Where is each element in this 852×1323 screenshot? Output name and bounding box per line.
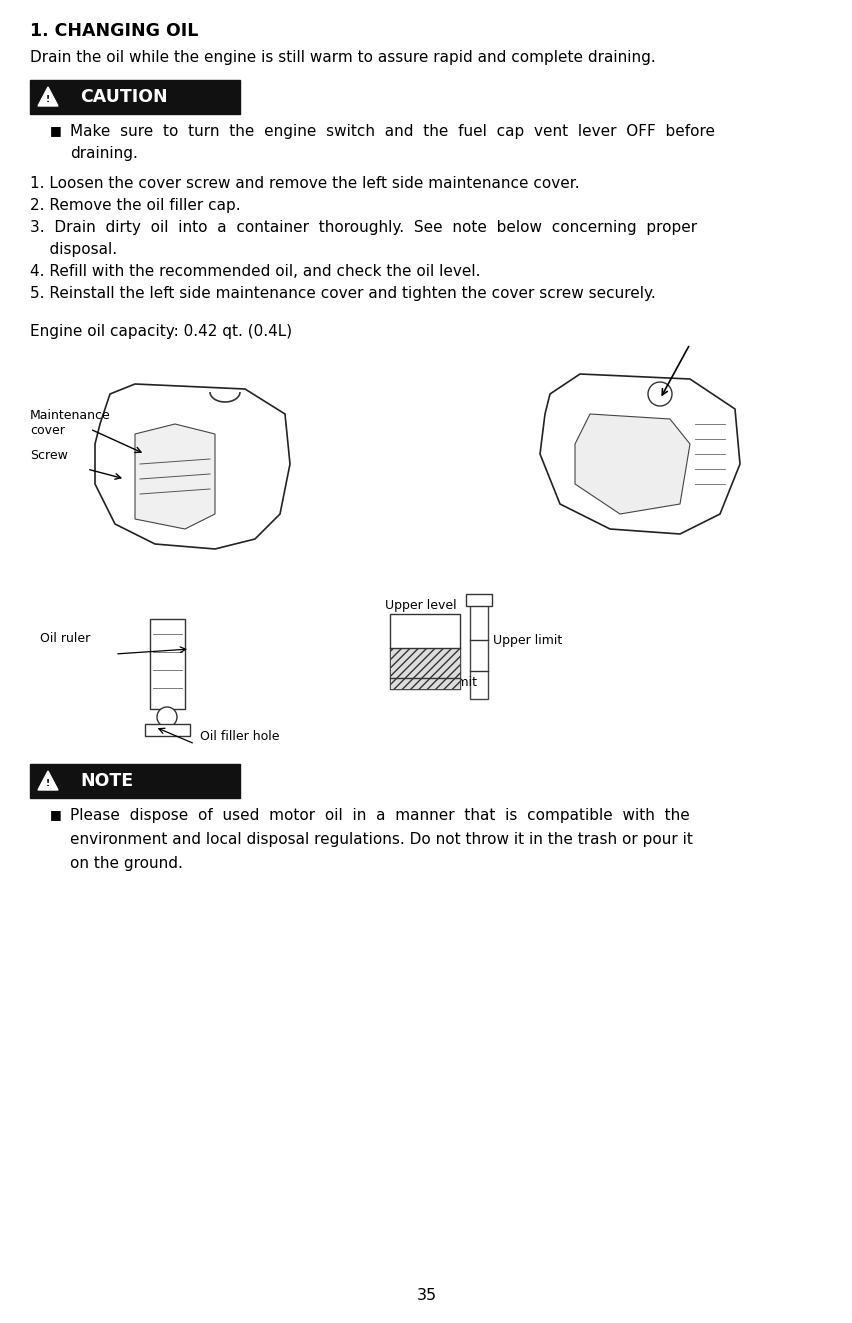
Text: Drain the oil while the engine is still warm to assure rapid and complete draini: Drain the oil while the engine is still …	[30, 50, 655, 65]
Text: NOTE: NOTE	[80, 773, 133, 790]
Bar	[30, 79, 239, 114]
Text: Maintenance
cover: Maintenance cover	[30, 409, 111, 437]
Circle shape	[648, 382, 671, 406]
Text: Please  dispose  of  used  motor  oil  in  a  manner  that  is  compatible  with: Please dispose of used motor oil in a ma…	[70, 808, 689, 823]
Polygon shape	[38, 771, 58, 790]
Circle shape	[157, 706, 177, 728]
Text: 5. Reinstall the left side maintenance cover and tighten the cover screw securel: 5. Reinstall the left side maintenance c…	[30, 286, 655, 302]
Text: !: !	[46, 778, 50, 787]
Text: on the ground.: on the ground.	[70, 856, 182, 871]
Text: environment and local disposal regulations. Do not throw it in the trash or pour: environment and local disposal regulatio…	[70, 832, 692, 847]
Bar	[465, 594, 492, 606]
Polygon shape	[95, 384, 290, 549]
Polygon shape	[135, 423, 215, 529]
Text: Upper level: Upper level	[384, 599, 456, 613]
Bar	[150, 619, 185, 709]
Text: ■: ■	[50, 124, 61, 138]
Text: Oil ruler: Oil ruler	[40, 632, 90, 646]
Bar	[469, 605, 487, 699]
Text: Oil filler hole: Oil filler hole	[199, 730, 279, 744]
Polygon shape	[574, 414, 689, 515]
Text: 1. CHANGING OIL: 1. CHANGING OIL	[30, 22, 199, 40]
Text: Screw: Screw	[30, 448, 68, 462]
Text: ■: ■	[50, 808, 61, 822]
Text: Upper limit: Upper limit	[492, 634, 561, 647]
Text: Engine oil capacity: 0.42 qt. (0.4L): Engine oil capacity: 0.42 qt. (0.4L)	[30, 324, 291, 339]
Text: Lower  limit: Lower limit	[404, 676, 476, 688]
Text: disposal.: disposal.	[30, 242, 117, 257]
Text: 3.  Drain  dirty  oil  into  a  container  thoroughly.  See  note  below  concer: 3. Drain dirty oil into a container thor…	[30, 220, 696, 235]
Bar	[389, 614, 459, 689]
Text: CAUTION: CAUTION	[80, 89, 168, 106]
Bar	[389, 648, 459, 689]
Bar	[145, 724, 190, 736]
Text: 1. Loosen the cover screw and remove the left side maintenance cover.: 1. Loosen the cover screw and remove the…	[30, 176, 579, 191]
Bar	[30, 763, 239, 798]
Text: 35: 35	[416, 1289, 436, 1303]
Text: 4. Refill with the recommended oil, and check the oil level.: 4. Refill with the recommended oil, and …	[30, 265, 480, 279]
Polygon shape	[38, 87, 58, 106]
Text: Make  sure  to  turn  the  engine  switch  and  the  fuel  cap  vent  lever  OFF: Make sure to turn the engine switch and …	[70, 124, 714, 139]
Polygon shape	[539, 374, 740, 534]
Text: !: !	[46, 94, 50, 103]
Text: 2. Remove the oil filler cap.: 2. Remove the oil filler cap.	[30, 198, 240, 213]
Text: draining.: draining.	[70, 146, 138, 161]
